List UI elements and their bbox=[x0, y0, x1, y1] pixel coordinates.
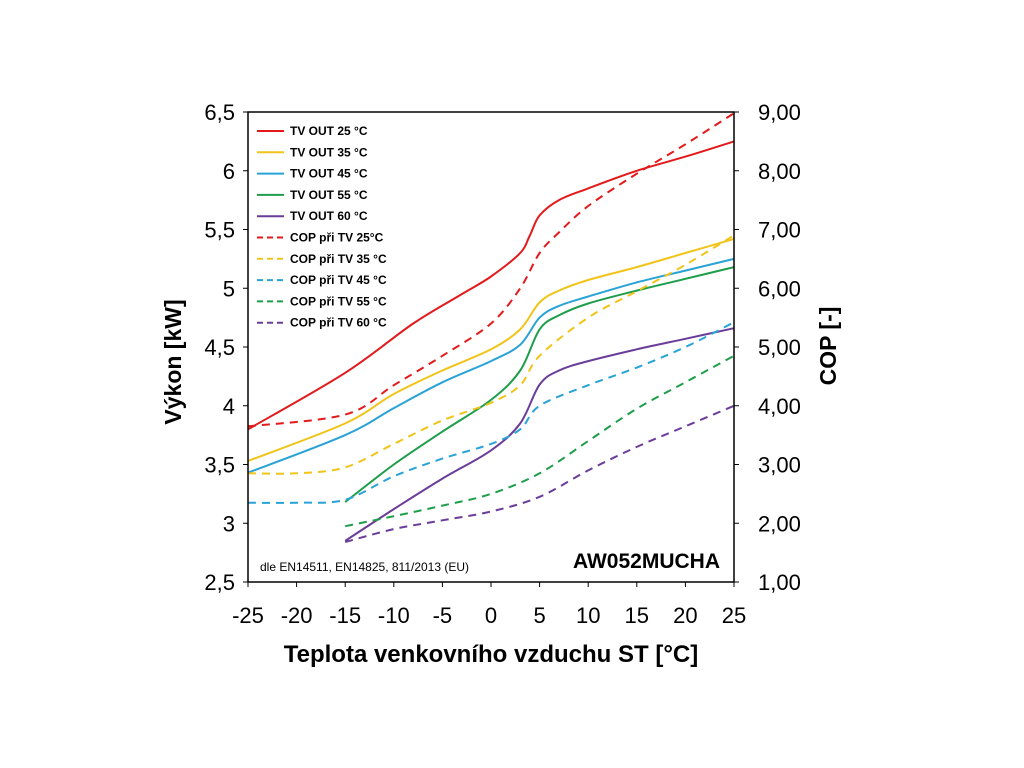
x-tick-label: 5 bbox=[533, 603, 545, 628]
y-right-axis-title: COP [-] bbox=[815, 307, 841, 386]
y-left-tick-label: 3 bbox=[223, 511, 235, 536]
series-line-tv-out-45-c bbox=[247, 257, 735, 474]
legend-item: TV OUT 60 °C bbox=[257, 209, 368, 223]
x-tick-label: -20 bbox=[281, 603, 313, 628]
x-tick-label: 10 bbox=[576, 603, 600, 628]
x-tick-label: 0 bbox=[485, 603, 497, 628]
series-layer bbox=[247, 112, 735, 543]
series-line-tv-out-60-c bbox=[344, 327, 735, 542]
y-right-tick-label: 3,00 bbox=[758, 453, 801, 478]
y-right-tick-label: 9,00 bbox=[758, 100, 801, 125]
legend-item: COP při TV 25°C bbox=[257, 231, 384, 245]
legend-label: TV OUT 55 °C bbox=[290, 188, 368, 202]
y-right-tick-label: 8,00 bbox=[758, 159, 801, 184]
legend-item: TV OUT 45 °C bbox=[257, 167, 368, 181]
x-tick-label: -5 bbox=[433, 603, 453, 628]
legend-label: COP při TV 60 °C bbox=[290, 316, 387, 330]
x-tick-label: -10 bbox=[378, 603, 410, 628]
legend-item: TV OUT 55 °C bbox=[257, 188, 368, 202]
legend-item: COP při TV 45 °C bbox=[257, 273, 387, 287]
legend-item: COP při TV 55 °C bbox=[257, 294, 387, 308]
legend-label: COP při TV 25°C bbox=[290, 231, 384, 245]
y-left-tick-label: 6 bbox=[223, 159, 235, 184]
y-left-tick-label: 5 bbox=[223, 276, 235, 301]
x-tick-label: 25 bbox=[722, 603, 746, 628]
series-line-cop-pri-tv-55-c bbox=[344, 354, 735, 528]
y-left-axis-title: Výkon [kW] bbox=[160, 299, 186, 424]
legend-item: TV OUT 35 °C bbox=[257, 145, 368, 159]
y-right-tick-label: 1,00 bbox=[758, 570, 801, 595]
series-line-tv-out-55-c bbox=[344, 266, 735, 503]
legend-label: TV OUT 25 °C bbox=[290, 124, 368, 138]
legend-label: COP při TV 55 °C bbox=[290, 294, 387, 308]
y-left-tick-label: 4 bbox=[223, 394, 235, 419]
legend-label: TV OUT 60 °C bbox=[290, 209, 368, 223]
series-line-cop-pri-tv-45-c bbox=[247, 321, 735, 504]
standards-note: dle EN14511, EN14825, 811/2013 (EU) bbox=[260, 560, 469, 574]
series-line-cop-pri-tv-35-c bbox=[247, 234, 735, 475]
ticks-layer: -25 -20 -15 -10 -5 0 5 10 15 20 25 2,5 3 3,5 4 4,5 5 5,5 6… bbox=[204, 100, 800, 628]
legend-item: TV OUT 25 °C bbox=[257, 124, 368, 138]
legend-item: COP při TV 35 °C bbox=[257, 252, 387, 266]
y-left-tick-label: 5,5 bbox=[204, 218, 235, 243]
legend-label: TV OUT 35 °C bbox=[290, 145, 368, 159]
series-line-tv-out-35-c bbox=[247, 237, 735, 462]
y-right-tick-label: 6,00 bbox=[758, 276, 801, 301]
y-left-tick-label: 2,5 bbox=[204, 570, 235, 595]
series-line-tv-out-25-c bbox=[247, 140, 735, 431]
y-right-tick-label: 2,00 bbox=[758, 511, 801, 536]
legend-label: COP při TV 45 °C bbox=[290, 273, 387, 287]
x-tick-label: 15 bbox=[625, 603, 649, 628]
legend: TV OUT 25 °C TV OUT 35 °C TV OUT 45 °C TV O… bbox=[257, 124, 387, 330]
model-label: AW052MUCHA bbox=[573, 550, 720, 573]
x-axis-title: Teplota venkovního vzduchu ST [°C] bbox=[284, 641, 699, 668]
legend-label: TV OUT 45 °C bbox=[290, 167, 368, 181]
legend-label: COP při TV 35 °C bbox=[290, 252, 387, 266]
y-right-tick-label: 7,00 bbox=[758, 218, 801, 243]
y-left-tick-label: 4,5 bbox=[204, 335, 235, 360]
y-right-tick-label: 4,00 bbox=[758, 394, 801, 419]
x-tick-label: 20 bbox=[673, 603, 697, 628]
x-tick-label: -15 bbox=[329, 603, 361, 628]
y-left-tick-label: 6,5 bbox=[204, 100, 235, 125]
series-line-cop-pri-tv-60-c bbox=[344, 404, 735, 543]
y-left-tick-label: 3,5 bbox=[204, 453, 235, 478]
y-right-tick-label: 5,00 bbox=[758, 335, 801, 360]
x-tick-label: -25 bbox=[232, 603, 264, 628]
legend-item: COP při TV 60 °C bbox=[257, 316, 387, 330]
